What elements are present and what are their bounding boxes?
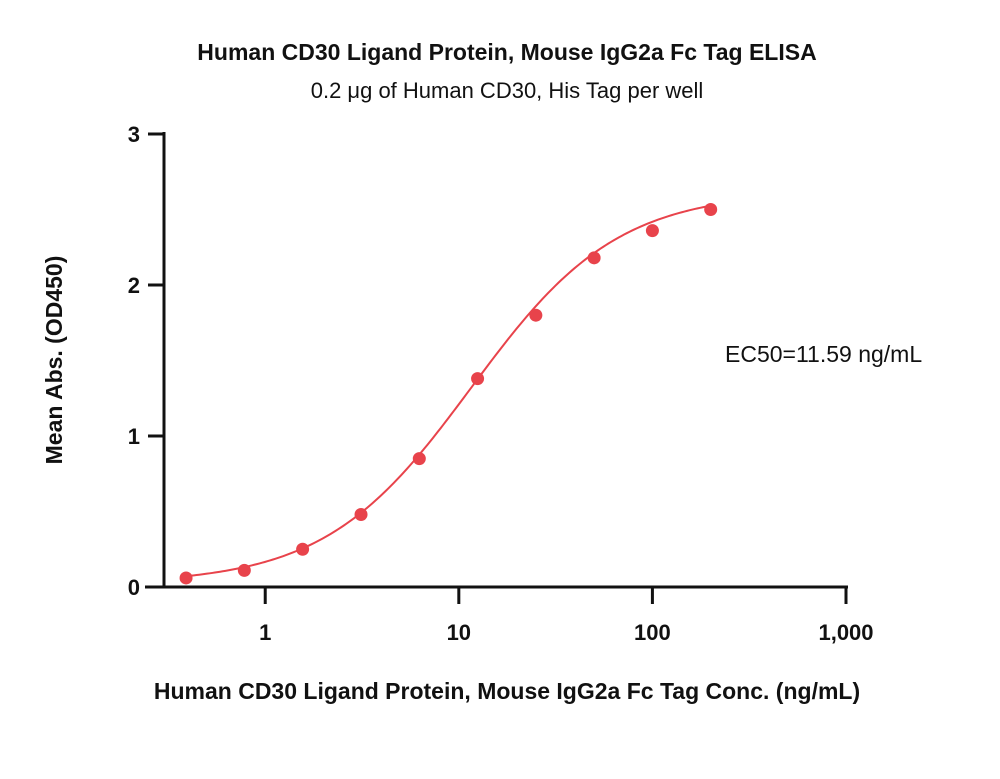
x-axis-label: Human CD30 Ligand Protein, Mouse IgG2a F… [154,678,860,704]
data-point [296,542,310,556]
data-point [471,372,485,386]
y-tick-label: 1 [128,424,140,449]
y-tick-label: 2 [128,273,140,298]
ec50-annotation: EC50=11.59 ng/mL [725,341,922,367]
y-tick-label: 0 [128,575,140,600]
x-tick-label: 1,000 [818,620,873,645]
y-tick-label: 3 [128,122,140,147]
x-tick-label: 10 [447,620,471,645]
chart-subtitle: 0.2 μg of Human CD30, His Tag per well [311,78,704,103]
data-points [179,203,718,585]
data-point [645,224,659,238]
data-point [412,452,426,466]
chart-title: Human CD30 Ligand Protein, Mouse IgG2a F… [197,39,816,65]
data-point [704,203,718,216]
data-point [354,508,368,522]
x-tick-label: 1 [259,620,271,645]
fit-curve [185,204,711,578]
axes [145,132,848,589]
x-ticks: 1 10 100 1,000 [259,587,874,645]
data-point [529,308,543,322]
y-axis-label: Mean Abs. (OD450) [41,256,67,465]
data-point [587,251,601,265]
y-ticks: 0 1 2 3 [128,122,164,600]
data-point [237,563,251,577]
data-point [179,571,193,585]
x-tick-label: 100 [634,620,671,645]
